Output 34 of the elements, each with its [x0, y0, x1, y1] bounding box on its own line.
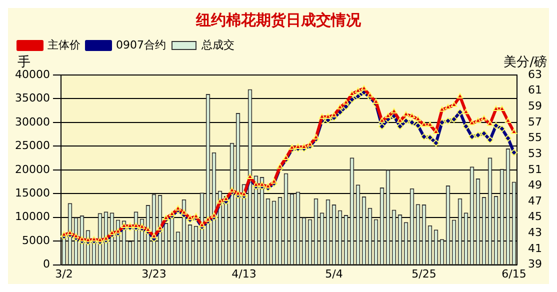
x-tick-label: 5/4	[325, 267, 343, 280]
y-tick-label: 25000	[14, 139, 50, 152]
legend-label: 总成交	[200, 38, 234, 52]
x-tick-label: 5/25	[412, 267, 436, 280]
x-tick-label: 3/2	[55, 267, 73, 280]
y-tick-label: 5000	[22, 234, 50, 247]
y2-tick-label: 61	[528, 84, 542, 97]
y-tick-label: 15000	[14, 186, 50, 200]
y-tick-label: 30000	[14, 115, 50, 128]
y2-tick-label: 43	[528, 226, 542, 240]
y-tick-label: 40000	[14, 68, 50, 81]
y2-tick-label: 41	[528, 242, 542, 255]
x-tick-label: 4/13	[232, 267, 256, 280]
legend-label: 0907合约	[116, 38, 166, 52]
y-tick-label: 35000	[14, 92, 50, 105]
x-tick-label: 6/15	[502, 267, 526, 280]
y2-tick-label: 57	[528, 115, 542, 128]
y-tick-label: 20000	[14, 162, 50, 176]
y2-tick-label: 59	[528, 99, 542, 112]
y-tick-label: 0	[42, 258, 50, 271]
legend-label: 主体价	[48, 38, 80, 52]
y2-tick-label: 51	[528, 162, 542, 176]
y2-tick-label: 53	[528, 146, 542, 160]
y2-tick-label: 55	[528, 131, 542, 144]
y2-axis-title: 美分/磅	[504, 54, 547, 70]
y2-tick-label: 39	[528, 258, 542, 271]
y2-tick-label: 49	[528, 178, 542, 192]
y2-tick-label: 47	[528, 194, 542, 208]
chart-title: 纽约棉花期货日成交情况	[195, 10, 362, 29]
y2-tick-label: 63	[528, 68, 542, 81]
y-tick-label: 10000	[14, 210, 50, 224]
x-tick-label: 3/23	[142, 267, 166, 280]
y-axis-title: 手	[18, 54, 30, 70]
y2-tick-label: 45	[528, 210, 542, 224]
